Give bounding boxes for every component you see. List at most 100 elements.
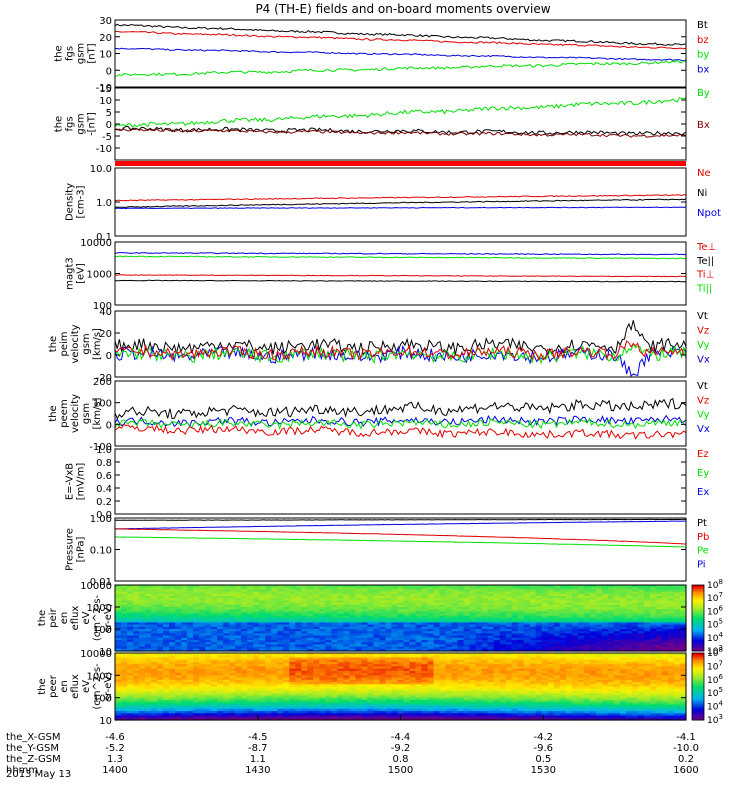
spectrogram-cell [511,618,519,621]
spectrogram-cell [283,585,290,588]
spectrogram-cell [409,613,417,617]
spectrogram-cell [475,673,483,676]
spectrogram-cell [289,631,296,634]
spectrogram-cell [565,604,573,608]
spectrogram-cell [493,633,501,637]
spectrogram-cell [127,706,134,710]
spectrogram-cell [541,602,549,606]
spectrogram-cell [121,717,128,721]
spectrogram-cell [151,637,158,641]
spectrogram-cell [493,618,501,621]
spectrogram [115,585,687,652]
spectrogram-cell [337,711,344,714]
spectrogram-cell [481,646,489,650]
spectrogram-cell [397,708,405,712]
spectrogram-cell [469,607,477,610]
spectrogram-cell [553,635,561,639]
spectrogram-cell [139,715,146,719]
spectrogram-cell [583,604,591,608]
spectrogram-cell [325,589,332,593]
spectrogram-cell [193,631,200,634]
spectrogram-cell [319,596,326,599]
spectrogram-cell [253,631,260,634]
spectrogram-cell [169,690,176,694]
spectrogram-cell [205,618,212,621]
panel-frame [114,380,687,447]
spectrogram-cell [193,620,200,623]
spectrogram-cell [121,682,128,685]
spectrogram-cell [241,708,248,712]
spectrogram-cell [199,679,206,683]
spectrogram-cell [355,642,363,645]
spectrogram-cell [181,686,188,690]
spectrogram-cell [451,661,459,665]
spectrogram-cell [475,613,483,617]
spectrogram-cell [319,673,326,676]
y-tick-label: 10.0 [90,164,112,175]
spectrogram-cell [463,688,471,692]
spectrogram-cell [289,640,296,643]
spectrogram-cell [421,611,429,615]
spectrogram-cell [193,708,200,712]
legend-entry-1: Te|| [696,256,714,267]
spectrogram-cell [595,640,603,643]
spectrogram-cell [313,624,320,628]
spectrogram-cell [133,620,140,623]
spectrogram-cell [241,600,248,604]
spectrogram-cell [511,644,519,648]
spectrogram-cell [163,646,170,650]
spectrogram-cell [463,657,471,661]
spectrogram-cell [157,609,164,612]
spectrogram-cell [373,635,381,639]
spectrogram-cell [451,626,459,630]
spectrogram-cell [403,670,411,674]
spectrogram-cell [331,704,338,708]
spectrogram-cell [169,585,176,588]
legend-entry-0: Pt [697,518,707,529]
spectrogram-cell [295,593,302,597]
spectrogram-cell [427,609,435,612]
spectrogram-cell [235,677,242,681]
spectrogram-cell [667,626,675,630]
spectrogram-cell [427,591,435,595]
spectrogram-cell [433,591,441,595]
spectrogram-cell [385,708,393,712]
spectrogram-cell [451,633,459,637]
spectrogram-cell [469,675,477,679]
spectrogram-cell [601,609,609,612]
spectrogram-cell [409,657,417,661]
spectrogram-cell [571,589,579,593]
spectrogram-cell [181,629,188,632]
spectrogram-cell [211,666,218,670]
spectrogram-cell [475,593,483,597]
spectrogram-cell [355,587,363,590]
spectrogram-cell [367,670,375,674]
spectrogram-cell [115,635,122,639]
spectrogram-cell [361,607,369,610]
spectrogram-cell [217,648,224,652]
spectrogram-cell [205,713,212,717]
spectrogram-cell [277,611,284,615]
spectrogram-cell [421,589,429,593]
spectrogram-cell [529,598,537,601]
spectrogram-cell [307,624,314,628]
spectrogram-cell [511,620,519,623]
legend-entry-2: Vy [697,410,710,421]
spectrogram-cell [163,637,170,641]
spectrogram-cell [391,600,399,604]
spectrogram-cell [313,668,320,672]
spectrogram-cell [127,620,134,623]
spectrogram-cell [355,602,363,606]
spectrogram-cell [403,684,411,688]
spectrogram-cell [277,596,284,599]
spectrogram-cell [253,624,260,628]
spectrogram-cell [181,615,188,619]
spectrogram-cell [379,635,387,639]
spectrogram-cell [337,626,344,630]
spectrogram-cell [163,653,170,656]
spectrogram-cell [583,646,591,650]
spectrogram-cell [595,589,603,593]
spectrogram-cell [481,708,489,712]
spectrogram-cell [133,713,140,717]
